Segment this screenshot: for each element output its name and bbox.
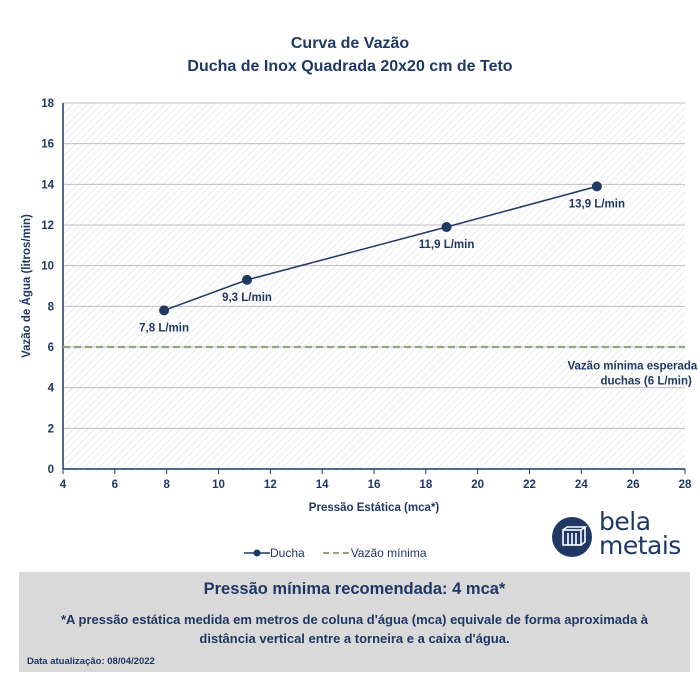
x-tick-label: 8 (163, 479, 170, 491)
y-tick-label: 10 (41, 261, 54, 273)
logo-text-line2: metais (599, 531, 681, 560)
legend-label-ducha: Ducha (270, 546, 305, 560)
ducha-data-label: 13,9 L/min (569, 198, 625, 210)
ducha-data-label: 7,8 L/min (139, 322, 189, 334)
x-tick-label: 14 (316, 479, 329, 491)
info-panel: Pressão mínima recomendada: 4 mca* *A pr… (19, 572, 690, 672)
y-tick-label: 0 (48, 464, 54, 476)
ducha-data-label: 9,3 L/min (222, 292, 272, 304)
legend-vazao-minima-marker (322, 552, 349, 554)
x-tick-label: 12 (264, 479, 277, 491)
ducha-data-label: 11,9 L/min (419, 239, 475, 251)
y-tick-label: 18 (41, 98, 54, 110)
y-tick-label: 4 (48, 383, 55, 395)
chart-title: Curva de Vazão (290, 35, 410, 52)
pressure-footnote: *A pressão estática medida em metros de … (60, 612, 649, 646)
x-tick-label: 4 (60, 479, 67, 491)
x-tick-label: 26 (627, 479, 640, 491)
legend-label-vazao-minima: Vazão mínima (350, 546, 427, 560)
x-tick-label: 28 (679, 479, 692, 491)
x-tick-label: 6 (112, 479, 118, 491)
y-tick-label: 2 (48, 423, 54, 435)
y-tick-label: 14 (41, 179, 54, 191)
logo-text-line1: bela (599, 507, 651, 536)
legend-item-vazao-minima: Vazão mínima (321, 546, 427, 560)
minimum-pressure-title: Pressão mínima recomendada: 4 mca* (203, 580, 506, 598)
legend-ducha-marker (244, 549, 270, 557)
logo-wordmark: bela metais (599, 507, 681, 560)
y-tick-label: 6 (48, 342, 54, 354)
x-tick-label: 16 (368, 479, 381, 491)
ducha-data-point (242, 274, 253, 285)
y-tick-label: 8 (48, 301, 55, 313)
x-tick-label: 18 (419, 479, 432, 491)
x-tick-label: 24 (575, 479, 588, 491)
ducha-data-point (591, 181, 602, 192)
chart-subtitle: Ducha de Inox Quadrada 20x20 cm de Teto (187, 58, 513, 75)
y-tick-label: 12 (41, 220, 54, 232)
minimum-flow-annotation: Vazão mínima esperada para (568, 360, 700, 372)
ducha-data-point (159, 305, 170, 316)
update-date: Data atualização: 08/04/2022 (27, 656, 155, 667)
bela-metais-logo: bela metais (552, 507, 692, 562)
legend-item-ducha: Ducha (244, 546, 305, 560)
plot-area (63, 103, 685, 469)
x-tick-label: 10 (212, 479, 225, 491)
bela-metais-logo-icon (552, 517, 592, 557)
ducha-series-line (163, 185, 598, 312)
x-axis-label: Pressão Estática (mca*) (309, 502, 440, 514)
x-tick-label: 22 (523, 479, 536, 491)
ducha-data-point (441, 222, 452, 233)
chart-legend: Ducha Vazão mínima (244, 546, 443, 560)
minimum-flow-annotation: duchas (6 L/min) (600, 375, 692, 387)
y-axis-label: Vazão de Água (litros/min) (20, 214, 33, 358)
y-tick-label: 16 (41, 139, 54, 151)
x-tick-label: 20 (471, 479, 484, 491)
